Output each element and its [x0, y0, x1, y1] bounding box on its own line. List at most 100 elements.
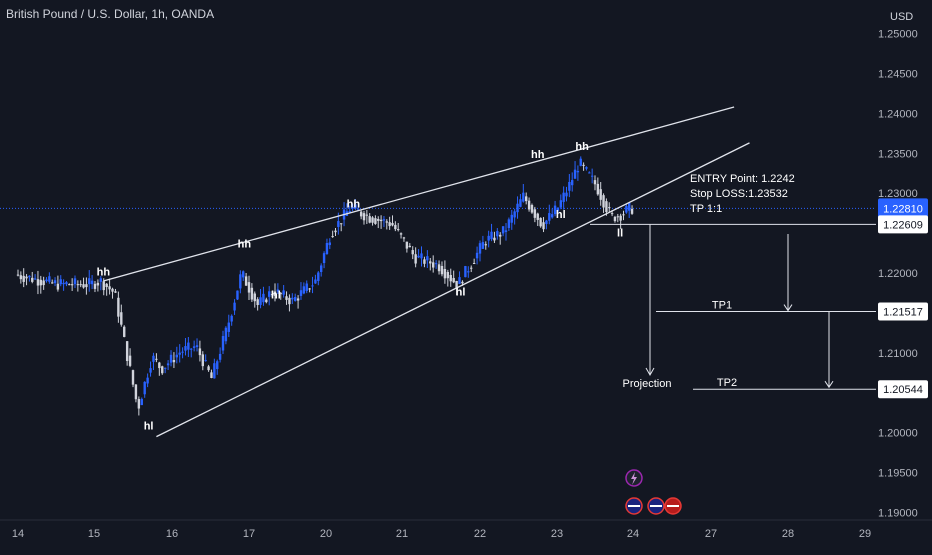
- candle-body: [16, 274, 20, 276]
- candle-body: [253, 293, 256, 302]
- candle-body: [308, 288, 311, 290]
- candle-body: [602, 195, 605, 208]
- candle-body: [317, 272, 320, 281]
- swing-label: hl: [456, 286, 466, 298]
- candle-body: [446, 271, 450, 279]
- candle-body: [408, 245, 411, 248]
- candle-body: [565, 192, 568, 197]
- candle-body: [619, 215, 622, 221]
- swing-label: hh: [531, 149, 545, 161]
- candle-body: [53, 280, 57, 284]
- candle-body: [568, 181, 571, 191]
- candle-body: [377, 218, 380, 221]
- swing-label: hl: [556, 209, 566, 221]
- candle-body: [610, 213, 614, 215]
- x-tick-label: 29: [859, 528, 871, 540]
- candle-body: [394, 224, 397, 230]
- candle-body: [175, 354, 179, 358]
- candle-body: [576, 171, 580, 173]
- x-tick-label: 17: [243, 528, 255, 540]
- candle-body: [216, 361, 219, 370]
- candle-body: [596, 183, 600, 195]
- candle-body: [36, 279, 40, 286]
- candle-body: [545, 220, 548, 225]
- candle-body: [311, 285, 314, 287]
- candle-body: [70, 284, 74, 286]
- candle-body: [562, 192, 565, 202]
- candle-body: [475, 252, 479, 259]
- upper-trendline: [103, 106, 735, 282]
- candle-body: [187, 342, 190, 350]
- candle-body: [426, 256, 429, 261]
- candle-body: [82, 284, 85, 288]
- candle-body: [244, 276, 248, 286]
- candle-body: [149, 368, 152, 373]
- candle-body: [328, 242, 331, 246]
- candle-body: [527, 200, 531, 210]
- candle-body: [510, 214, 513, 223]
- candle-body: [429, 261, 432, 264]
- candle-body: [39, 279, 42, 286]
- candle-body: [397, 229, 400, 231]
- candle-body: [542, 222, 545, 230]
- candle-body: [204, 360, 207, 362]
- swing-label: hh: [575, 141, 589, 153]
- candle-body: [239, 274, 242, 289]
- candle-body: [268, 291, 271, 297]
- candle-body: [625, 205, 628, 213]
- candle-body: [242, 271, 245, 278]
- candle-body: [169, 354, 173, 363]
- candle-body: [218, 353, 222, 360]
- candle-body: [354, 204, 357, 209]
- candle-body: [496, 231, 499, 237]
- candle-body: [181, 351, 184, 353]
- candle-body: [319, 265, 323, 272]
- y-tick-label: 1.24500: [878, 68, 918, 80]
- swing-label: ll: [617, 227, 623, 239]
- candle-body: [519, 199, 522, 207]
- candle-body: [294, 297, 297, 301]
- candle-body: [305, 283, 308, 291]
- candle-body: [391, 222, 394, 226]
- chart-title: British Pound / U.S. Dollar, 1h, OANDA: [6, 7, 215, 21]
- candle-body: [484, 244, 487, 246]
- candle-body: [85, 284, 88, 288]
- candle-body: [405, 241, 409, 249]
- candle-body: [163, 367, 167, 369]
- candle-body: [22, 275, 25, 282]
- candle-body: [198, 348, 202, 356]
- candle-body: [190, 348, 193, 350]
- candle-body: [490, 231, 493, 240]
- y-tick-label: 1.21000: [878, 348, 918, 360]
- price-level-tag-text: 1.22609: [883, 219, 923, 231]
- candle-body: [579, 158, 582, 166]
- candle-body: [270, 294, 274, 296]
- x-tick-label: 28: [782, 528, 794, 540]
- candle-body: [553, 205, 557, 215]
- candle-body: [331, 236, 334, 238]
- candle-body: [207, 366, 210, 371]
- candle-body: [96, 282, 100, 286]
- candle-body: [276, 289, 280, 292]
- lower-trendline: [156, 142, 750, 438]
- y-tick-label: 1.23500: [878, 148, 918, 160]
- candle-body: [458, 277, 461, 284]
- candle-body: [559, 200, 562, 208]
- candle-body: [233, 302, 236, 311]
- y-tick-label: 1.23000: [878, 188, 918, 200]
- candle-body: [593, 180, 597, 185]
- projection-label: Projection: [623, 378, 672, 390]
- candle-body: [351, 206, 354, 209]
- candle-body: [262, 293, 265, 303]
- candle-body: [25, 276, 28, 279]
- candle-body: [455, 280, 458, 289]
- y-tick-label: 1.19500: [878, 468, 918, 480]
- y-tick-label: 1.19000: [878, 507, 918, 519]
- candle-body: [105, 283, 108, 288]
- candle-body: [45, 279, 48, 282]
- candle-body: [250, 287, 254, 300]
- swing-label: hl: [144, 420, 154, 432]
- candle-body: [178, 352, 181, 355]
